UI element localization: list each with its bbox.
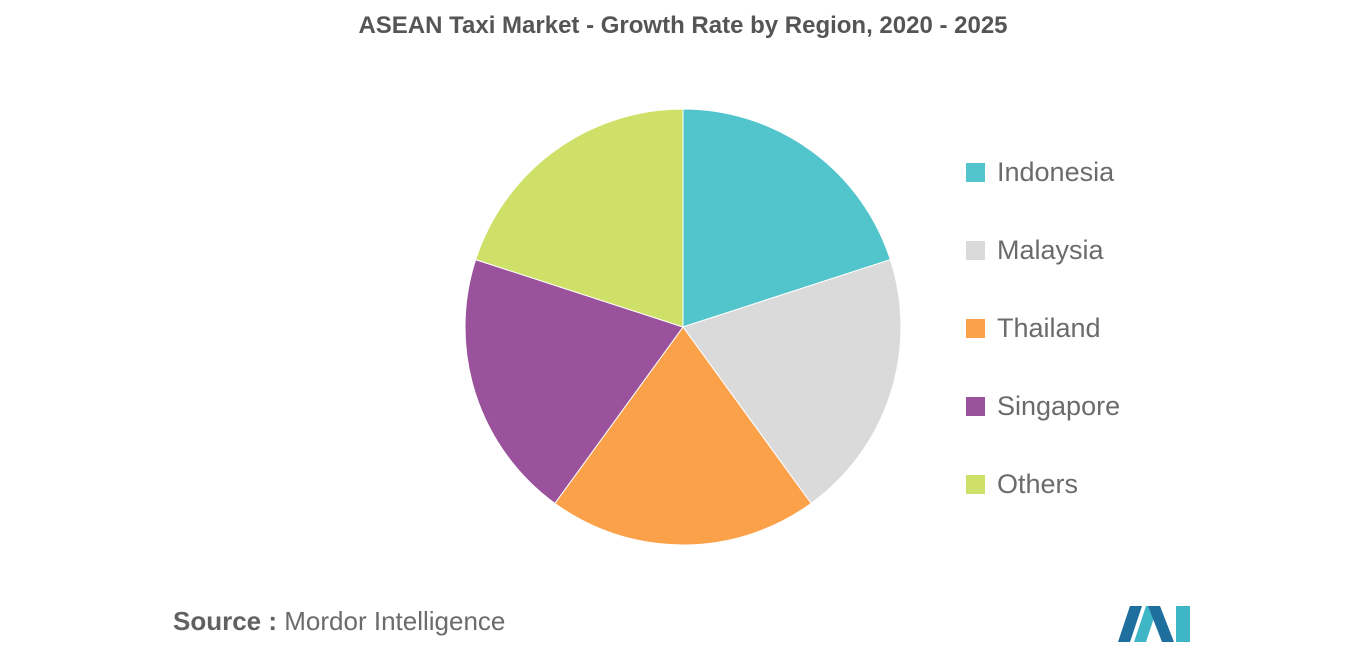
pie-slice-thailand bbox=[554, 326, 812, 546]
legend-swatch-thailand bbox=[966, 318, 985, 338]
legend-swatch-malaysia bbox=[966, 240, 985, 260]
pie-slice-singapore bbox=[464, 259, 684, 505]
legend-swatch-singapore bbox=[966, 396, 985, 416]
chart-legend: Indonesia Malaysia Thailand Singapore Ot… bbox=[966, 152, 1120, 542]
pie-slice-indonesia bbox=[682, 108, 891, 328]
legend-label-indonesia: Indonesia bbox=[997, 156, 1115, 187]
legend-swatch-others bbox=[966, 474, 985, 494]
source-note: Source : Mordor Intelligence bbox=[173, 606, 505, 637]
source-prefix: Source : bbox=[173, 606, 278, 636]
legend-item-singapore: Singapore bbox=[966, 386, 1120, 426]
legend-label-malaysia: Malaysia bbox=[997, 234, 1104, 265]
legend-item-malaysia: Malaysia bbox=[966, 230, 1120, 270]
legend-label-thailand: Thailand bbox=[997, 312, 1101, 343]
legend-label-others: Others bbox=[997, 468, 1079, 499]
mordor-intelligence-logo-icon bbox=[1118, 606, 1190, 642]
legend-item-indonesia: Indonesia bbox=[966, 152, 1120, 192]
pie-slice-malaysia bbox=[682, 259, 902, 505]
pie-slice-others bbox=[475, 108, 684, 328]
legend-label-singapore: Singapore bbox=[997, 390, 1121, 421]
legend-swatch-indonesia bbox=[966, 162, 985, 182]
chart-title: ASEAN Taxi Market - Growth Rate by Regio… bbox=[358, 12, 1008, 39]
legend-item-others: Others bbox=[966, 464, 1120, 504]
legend-item-thailand: Thailand bbox=[966, 308, 1120, 348]
pie-slices bbox=[464, 108, 902, 546]
source-text: Mordor Intelligence bbox=[284, 606, 506, 636]
